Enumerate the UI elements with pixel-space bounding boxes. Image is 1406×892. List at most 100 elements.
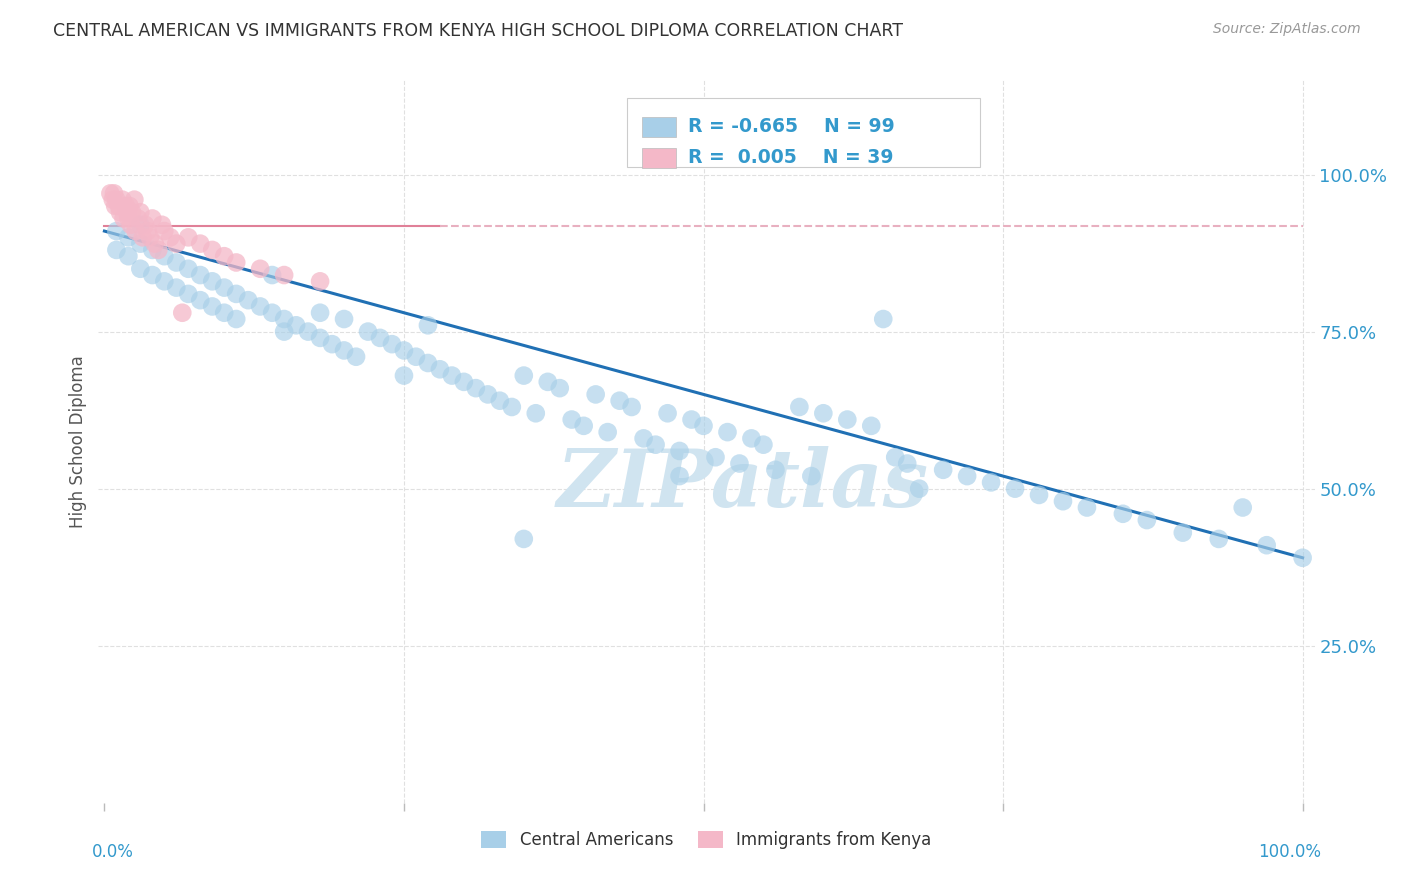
Point xyxy=(117,249,139,263)
Point xyxy=(153,274,176,288)
Point xyxy=(143,236,166,251)
Point xyxy=(453,375,475,389)
Point xyxy=(837,412,859,426)
Point xyxy=(273,325,295,339)
Bar xyxy=(643,148,676,168)
Point xyxy=(860,418,883,433)
Point xyxy=(141,211,163,226)
Point xyxy=(333,312,356,326)
Text: CENTRAL AMERICAN VS IMMIGRANTS FROM KENYA HIGH SCHOOL DIPLOMA CORRELATION CHART: CENTRAL AMERICAN VS IMMIGRANTS FROM KENY… xyxy=(53,22,904,40)
Point xyxy=(1291,550,1313,565)
Point xyxy=(153,249,176,263)
Point xyxy=(644,438,666,452)
Point xyxy=(129,205,152,219)
Point xyxy=(212,280,235,294)
Point xyxy=(238,293,260,308)
Point xyxy=(416,356,439,370)
Point xyxy=(872,312,894,326)
Point xyxy=(513,532,536,546)
Text: 0.0%: 0.0% xyxy=(93,843,134,861)
Point xyxy=(813,406,835,420)
Point xyxy=(896,457,918,471)
Text: ZIPatlas: ZIPatlas xyxy=(557,446,929,524)
Point xyxy=(124,193,146,207)
Text: R = -0.665    N = 99: R = -0.665 N = 99 xyxy=(689,118,896,136)
Point xyxy=(884,450,907,465)
Point xyxy=(172,306,194,320)
Point xyxy=(1136,513,1159,527)
Point xyxy=(309,274,332,288)
Point xyxy=(596,425,619,439)
Point xyxy=(188,236,211,251)
Point xyxy=(1256,538,1278,552)
Point xyxy=(105,224,128,238)
Point xyxy=(800,469,823,483)
Point xyxy=(104,199,127,213)
Point xyxy=(201,274,224,288)
Point xyxy=(392,343,415,358)
Point xyxy=(309,306,332,320)
Point xyxy=(136,224,159,238)
Point xyxy=(111,193,134,207)
Point xyxy=(177,261,200,276)
Point xyxy=(765,463,787,477)
Point xyxy=(105,243,128,257)
Point xyxy=(129,261,152,276)
Point xyxy=(117,230,139,244)
Point xyxy=(728,457,751,471)
Point xyxy=(1028,488,1050,502)
Point xyxy=(416,318,439,333)
Point xyxy=(561,412,583,426)
Point xyxy=(392,368,415,383)
FancyBboxPatch shape xyxy=(627,98,980,167)
Point xyxy=(249,261,271,276)
Point xyxy=(585,387,607,401)
Point xyxy=(101,193,124,207)
Point xyxy=(333,343,356,358)
Point xyxy=(488,393,510,408)
Point xyxy=(127,211,149,226)
Point xyxy=(1232,500,1254,515)
Point xyxy=(262,306,284,320)
Point xyxy=(132,230,155,244)
Point xyxy=(249,300,271,314)
Point xyxy=(118,199,141,213)
Point xyxy=(501,400,523,414)
Point xyxy=(120,218,142,232)
Point xyxy=(513,368,536,383)
Point xyxy=(309,331,332,345)
Point xyxy=(285,318,308,333)
Point xyxy=(225,286,247,301)
Point xyxy=(344,350,367,364)
Point xyxy=(381,337,404,351)
Legend: Central Americans, Immigrants from Kenya: Central Americans, Immigrants from Kenya xyxy=(475,824,938,856)
Point xyxy=(477,387,499,401)
Point xyxy=(225,255,247,269)
Point xyxy=(121,205,143,219)
Point xyxy=(165,236,187,251)
Point xyxy=(1076,500,1098,515)
Point xyxy=(429,362,451,376)
Point xyxy=(107,199,129,213)
Point xyxy=(150,218,173,232)
Point xyxy=(692,418,714,433)
Point xyxy=(115,205,138,219)
Point xyxy=(681,412,703,426)
Point xyxy=(129,236,152,251)
Text: R =  0.005    N = 39: R = 0.005 N = 39 xyxy=(689,148,894,168)
Point xyxy=(620,400,643,414)
Point xyxy=(357,325,380,339)
Point xyxy=(129,218,152,232)
Point xyxy=(668,444,690,458)
Point xyxy=(108,205,131,219)
Point xyxy=(225,312,247,326)
Point xyxy=(100,186,122,201)
Point xyxy=(1171,525,1194,540)
Point xyxy=(188,293,211,308)
Point xyxy=(572,418,595,433)
Point xyxy=(1112,507,1135,521)
Point xyxy=(524,406,547,420)
Point xyxy=(262,268,284,282)
Point xyxy=(537,375,560,389)
Point xyxy=(212,249,235,263)
